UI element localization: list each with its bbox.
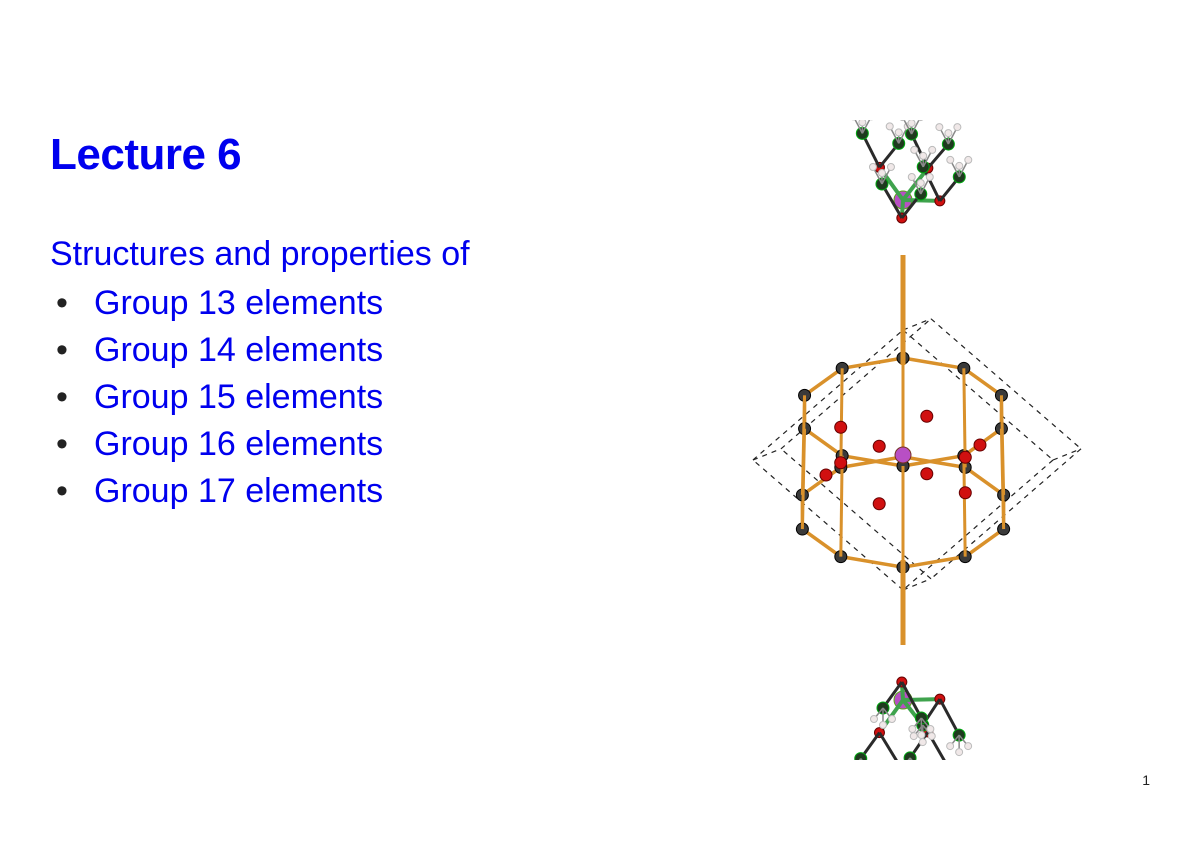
text-column: Lecture 6 Structures and properties of G… bbox=[50, 130, 655, 808]
list-item: Group 13 elements bbox=[50, 280, 655, 327]
list-item: Group 17 elements bbox=[50, 468, 655, 515]
figure-column bbox=[655, 120, 1150, 808]
bullet-list: Group 13 elements Group 14 elements Grou… bbox=[50, 280, 655, 515]
page-number: 1 bbox=[1142, 772, 1150, 788]
list-item: Group 14 elements bbox=[50, 327, 655, 374]
molecule-figure-icon bbox=[693, 120, 1113, 760]
slide-subtitle: Structures and properties of bbox=[50, 235, 655, 274]
list-item: Group 16 elements bbox=[50, 421, 655, 468]
slide-title: Lecture 6 bbox=[50, 130, 655, 180]
list-item: Group 15 elements bbox=[50, 374, 655, 421]
slide: Lecture 6 Structures and properties of G… bbox=[0, 0, 1200, 848]
